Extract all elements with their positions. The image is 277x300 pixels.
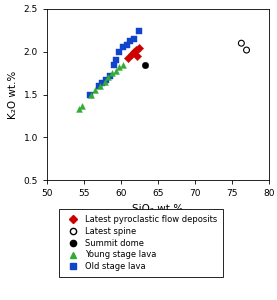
- Point: [88, 92, 92, 97]
- Point: [132, 49, 137, 54]
- Y-axis label: K₂O wt.%: K₂O wt.%: [8, 70, 18, 118]
- Point: [121, 62, 125, 67]
- Point: [110, 71, 114, 76]
- Point: [93, 88, 97, 93]
- Point: [130, 52, 134, 57]
- Point: [239, 41, 243, 46]
- Point: [132, 37, 137, 41]
- Point: [244, 48, 249, 52]
- Point: [142, 62, 147, 67]
- Point: [108, 73, 112, 78]
- Point: [79, 104, 84, 109]
- Point: [128, 39, 132, 44]
- Point: [100, 81, 105, 86]
- Point: [126, 55, 130, 60]
- Point: [77, 106, 81, 111]
- Point: [134, 48, 138, 52]
- Point: [114, 68, 118, 73]
- Point: [117, 49, 122, 54]
- Point: [97, 83, 101, 88]
- Point: [89, 92, 94, 97]
- Point: [117, 65, 122, 70]
- Legend: Latest pyroclastic flow deposits, Latest spine, Summit dome, Young stage lava, O: Latest pyroclastic flow deposits, Latest…: [59, 209, 223, 277]
- Point: [137, 29, 142, 34]
- Point: [121, 45, 125, 50]
- Point: [111, 62, 116, 67]
- Point: [135, 54, 139, 58]
- Point: [104, 78, 108, 82]
- Point: [98, 83, 102, 88]
- Point: [106, 75, 110, 80]
- Point: [114, 58, 118, 63]
- X-axis label: SiO₂ wt.%: SiO₂ wt.%: [132, 204, 183, 214]
- Point: [125, 43, 129, 47]
- Point: [102, 79, 107, 84]
- Point: [137, 46, 142, 51]
